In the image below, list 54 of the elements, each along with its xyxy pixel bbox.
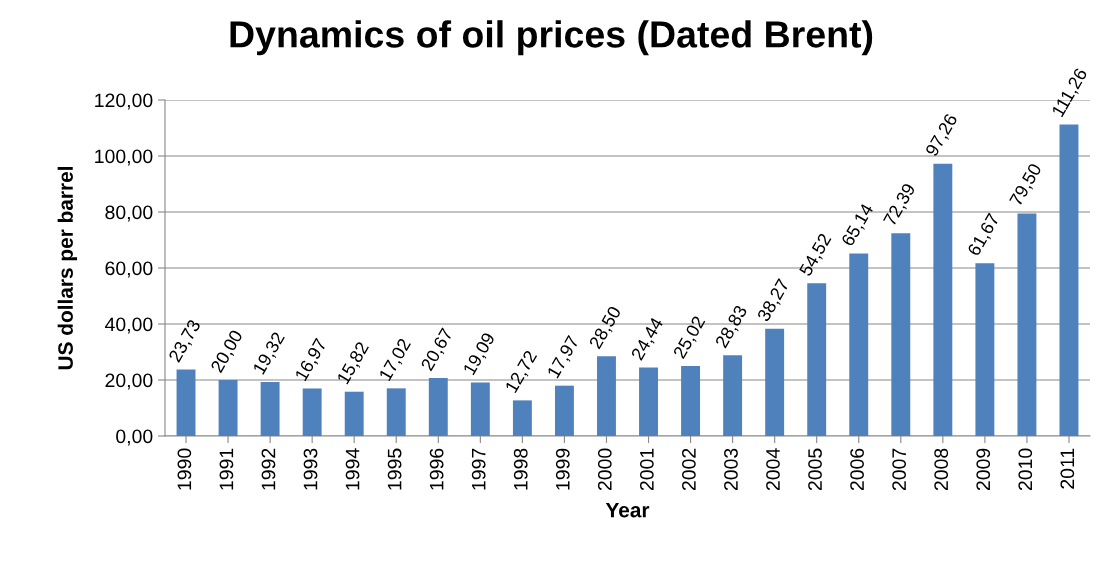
y-tick-label: 100,00 xyxy=(95,149,153,166)
bar xyxy=(512,400,532,436)
bar xyxy=(260,381,280,436)
bar xyxy=(597,356,616,436)
bar xyxy=(1017,213,1037,436)
y-tick-label: 120,00 xyxy=(95,93,153,110)
x-tick-label: 1999 xyxy=(555,448,570,490)
x-tick-label: 1991 xyxy=(219,448,234,490)
y-tick-label: 80,00 xyxy=(105,205,153,222)
x-tick-label: 2001 xyxy=(639,448,654,491)
bar xyxy=(807,283,827,436)
bar xyxy=(639,367,658,436)
y-tick-label: 20,00 xyxy=(105,373,153,390)
x-tick-label: 1997 xyxy=(471,448,486,490)
bar xyxy=(933,163,953,436)
bar xyxy=(428,378,448,436)
chart-title: Dynamics of oil prices (Dated Brent) xyxy=(230,20,873,56)
y-axis-title: US dollars per barrel xyxy=(57,167,78,370)
bar xyxy=(386,388,406,436)
x-tick-label: 2005 xyxy=(808,448,822,491)
x-axis-title: Year xyxy=(605,502,650,518)
bar xyxy=(218,380,238,436)
bar xyxy=(470,382,490,436)
x-tick-label: 2002 xyxy=(682,448,696,491)
bar xyxy=(765,328,785,436)
x-tick-label: 1994 xyxy=(345,448,360,490)
x-tick-label: 2004 xyxy=(766,448,780,491)
bar xyxy=(975,263,995,436)
bar xyxy=(681,365,701,436)
x-tick-label: 2008 xyxy=(934,448,949,491)
x-tick-label: 2011 xyxy=(1060,448,1075,489)
y-tick-label: 0,00 xyxy=(116,429,153,446)
x-tick-label: 1998 xyxy=(513,448,528,490)
x-tick-label: 1992 xyxy=(261,448,276,490)
bar xyxy=(1059,124,1079,436)
bar xyxy=(891,233,911,436)
bar xyxy=(302,388,322,436)
x-tick-label: 2000 xyxy=(597,448,612,491)
x-tick-label: 2003 xyxy=(724,448,738,491)
x-tick-label: 2006 xyxy=(850,448,864,491)
y-tick-label: 40,00 xyxy=(104,317,153,334)
bar xyxy=(723,355,743,436)
x-tick-label: 1996 xyxy=(429,448,444,490)
bar xyxy=(344,391,364,436)
x-tick-label: 2010 xyxy=(1018,448,1033,491)
x-tick-label: 2007 xyxy=(892,448,907,491)
bar xyxy=(554,385,574,436)
x-tick-label: 1995 xyxy=(387,448,402,490)
y-tick-label: 60,00 xyxy=(105,261,153,278)
bar xyxy=(176,369,196,436)
bar xyxy=(849,253,869,436)
x-tick-label: 2009 xyxy=(976,448,991,491)
x-tick-label: 1993 xyxy=(303,448,318,490)
x-tick-label: 1990 xyxy=(177,448,192,490)
